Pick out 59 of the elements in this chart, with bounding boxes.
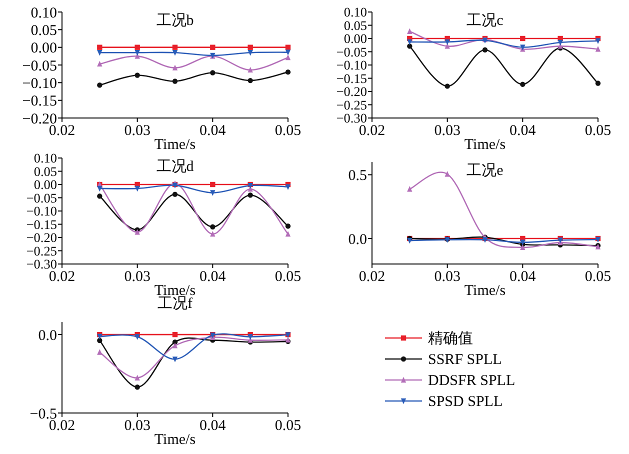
- x-tick-label: 0.02: [48, 269, 76, 285]
- y-tick-label: −0.30: [336, 110, 368, 126]
- x-tick-label: 0.02: [48, 123, 76, 139]
- x-tick-label: 0.05: [274, 123, 302, 139]
- x-tick-label: 0.03: [124, 418, 150, 434]
- legend-label: DDSFR SPLL: [428, 373, 516, 389]
- y-tick-label: 0.5: [348, 168, 367, 184]
- y-tick-label: 0.10: [34, 150, 58, 166]
- x-tick-label: 0.05: [274, 269, 302, 285]
- x-tick-label: 0.04: [510, 269, 536, 285]
- x-tick-label: 0.03: [434, 269, 460, 285]
- chart-title: 工况b: [156, 13, 194, 29]
- y-tick-label: 0.0: [348, 232, 367, 248]
- y-tick-label: 0.05: [30, 22, 57, 39]
- x-axis-title: Time/s: [154, 137, 196, 153]
- x-tick-label: 0.04: [200, 418, 226, 434]
- y-tick-label: −0.05: [26, 190, 58, 206]
- y-tick-label: −0.05: [22, 58, 57, 74]
- legend-label: SSRF SPLL: [428, 352, 502, 368]
- x-axis-title: Time/s: [464, 283, 506, 299]
- y-tick-label: −0.20: [26, 230, 58, 246]
- y-tick-label: −0.25: [26, 243, 58, 258]
- x-axis-title: Time/s: [464, 137, 506, 153]
- y-tick-label: 0.10: [30, 5, 57, 22]
- x-tick-label: 0.05: [274, 418, 302, 434]
- y-tick-label: −0.10: [336, 58, 368, 73]
- x-tick-label: 0.02: [48, 418, 76, 434]
- y-tick-label: 0.05: [34, 164, 58, 179]
- legend-label: 精确值: [428, 330, 473, 347]
- y-tick-label: −0.15: [26, 216, 58, 232]
- x-tick-label: 0.05: [584, 269, 612, 285]
- x-tick-label: 0.04: [200, 123, 226, 139]
- x-tick-label: 0.04: [200, 269, 226, 285]
- x-tick-label: 0.03: [434, 123, 460, 139]
- x-tick-label: 0.04: [510, 123, 536, 139]
- legend-label: SPSD SPLL: [428, 394, 503, 410]
- y-tick-label: −0.30: [26, 256, 58, 272]
- x-tick-label: 0.03: [124, 269, 150, 285]
- chart-title: 工况d: [156, 159, 194, 175]
- y-tick-label: 0.0: [38, 328, 57, 344]
- chart-title: 工况c: [466, 13, 504, 29]
- y-tick-label: −0.20: [336, 84, 368, 100]
- x-tick-label: 0.02: [358, 123, 386, 139]
- y-tick-label: 0.00: [34, 177, 58, 192]
- y-tick-label: −0.15: [336, 70, 368, 86]
- y-tick-label: −0.25: [336, 97, 368, 112]
- y-tick-label: 0.05: [344, 18, 368, 33]
- chart-title: 工况e: [466, 163, 504, 179]
- y-tick-label: 0.00: [30, 40, 57, 57]
- y-tick-label: 0.00: [344, 31, 368, 46]
- y-tick-label: −0.10: [26, 204, 58, 219]
- x-tick-label: 0.03: [124, 123, 150, 139]
- y-tick-label: −0.05: [336, 44, 368, 60]
- x-tick-label: 0.02: [358, 269, 386, 285]
- y-tick-label: −0.15: [22, 94, 57, 110]
- y-tick-label: −0.10: [22, 76, 57, 92]
- y-tick-label: 0.10: [344, 4, 368, 20]
- x-tick-label: 0.05: [584, 123, 612, 139]
- x-axis-title: Time/s: [154, 432, 196, 448]
